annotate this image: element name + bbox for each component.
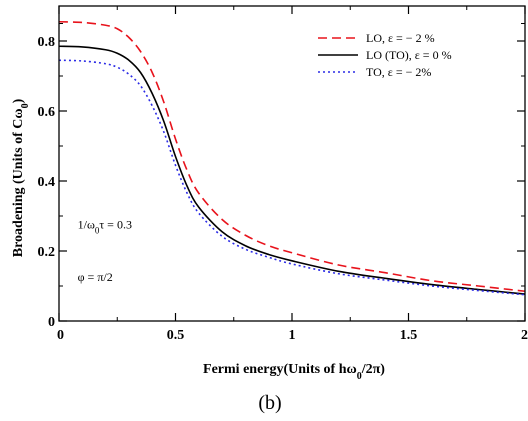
annotation: 1/ω0τ = 0.3	[78, 217, 132, 235]
annotation: φ = π/2	[78, 270, 113, 284]
axis-ticks	[58, 6, 526, 322]
series-curves	[58, 20, 526, 296]
x-tick-label: 0.5	[167, 328, 185, 343]
legend: LO, ε = − 2 % LO (TO), ε = 0 % TO, ε = − 2…	[318, 31, 452, 79]
legend-label: TO, ε = − 2%	[366, 65, 431, 79]
plot-frame	[58, 5, 526, 322]
series-line	[58, 20, 526, 293]
x-tick-label: 0	[57, 328, 64, 343]
y-tick-label: 0.4	[38, 175, 56, 190]
legend-label: LO (TO), ε = 0 %	[366, 48, 452, 62]
series-line	[58, 45, 526, 295]
legend-label: LO, ε = − 2 %	[366, 31, 435, 45]
x-tick-label: 2	[521, 328, 528, 343]
x-axis-label: Fermi energy(Units of hω0/2π)	[203, 362, 385, 382]
y-tick-label: 0.6	[38, 105, 56, 120]
x-tick-labels: 0 0.5 1 1.5 2	[57, 328, 528, 343]
y-tick-labels: 0 0.2 0.4 0.6 0.8	[38, 35, 56, 330]
y-tick-label: 0.2	[38, 245, 56, 260]
y-tick-label: 0	[48, 315, 55, 330]
panel-label: (b)	[258, 392, 281, 414]
series-line	[58, 59, 526, 296]
x-tick-label: 1	[289, 328, 296, 343]
y-axis-label: Broadening (Units of Cω0)	[11, 98, 31, 257]
annotations: 1/ω0τ = 0.3 φ = π/2	[78, 217, 132, 284]
y-tick-label: 0.8	[38, 35, 56, 50]
x-tick-label: 1.5	[400, 328, 418, 343]
